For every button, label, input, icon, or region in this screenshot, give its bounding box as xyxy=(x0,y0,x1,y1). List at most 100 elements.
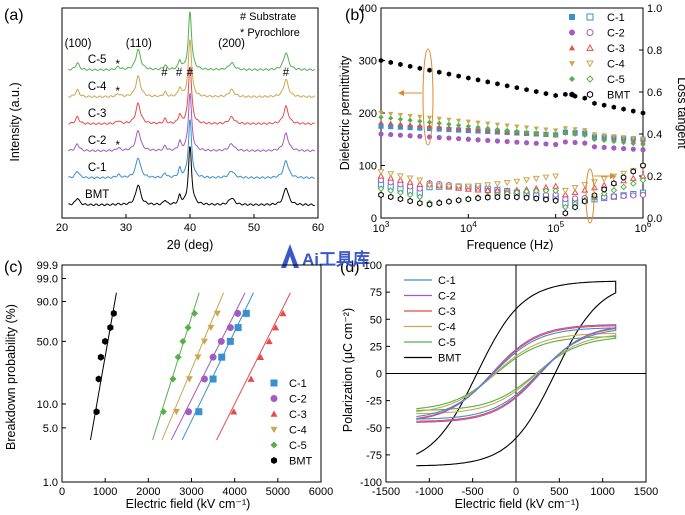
panel-c-fit-c-4 xyxy=(161,292,225,441)
panel-c-point-c-1 xyxy=(195,408,203,416)
panel-b-eps-bmt xyxy=(446,71,452,77)
panel-b-tan-marker-bg xyxy=(455,197,462,204)
panel-c-point-c-1 xyxy=(218,353,226,361)
panel-b-eps-c-5 xyxy=(494,126,501,132)
panel-b-tan-marker-bg xyxy=(571,195,579,202)
panel-c-point-c-4 xyxy=(185,376,193,383)
panel-b-tan-marker-bg xyxy=(426,182,433,190)
panel-a-peak-label: (200) xyxy=(218,38,245,50)
panel-c-legend-marker xyxy=(270,395,278,402)
panel-b-tan-marker-bg xyxy=(610,187,618,194)
panel-b-tan-marker-bg xyxy=(493,181,501,188)
panel-b-eps-c-4 xyxy=(465,119,471,125)
panel-b-tan-marker-bg xyxy=(571,188,579,195)
panel-b-eps-c-2 xyxy=(640,147,646,153)
panel-a-series-label: C-5 xyxy=(88,54,107,66)
panel-b-eps-c-2 xyxy=(436,134,442,141)
panel-c-fit-c-2 xyxy=(170,292,246,441)
panel-b-tan-marker-bg xyxy=(417,200,423,207)
panel-d-ytick-label: 0 xyxy=(376,369,382,381)
panel-b-tan-marker-bg xyxy=(396,173,404,180)
panel-d-loop-c-1 xyxy=(416,327,617,420)
panel-b-eps-bmt xyxy=(534,89,539,95)
panel-a-xtick-label: 30 xyxy=(120,222,132,234)
panel-c-point-c-2 xyxy=(234,309,242,317)
panel-b-legend-label: C-4 xyxy=(607,59,625,71)
panel-b-tan-marker-bg xyxy=(601,186,607,193)
panel-b-tan-marker-bg xyxy=(436,199,442,207)
panel-b-eps-c-5 xyxy=(378,114,384,120)
panel-c-xtick-label: 0 xyxy=(59,486,65,498)
panel-d-legend-label: BMT xyxy=(438,353,462,365)
panel-c-fit-bmt xyxy=(89,292,117,441)
panel-a-series-label: BMT xyxy=(85,189,109,201)
panel-d-legend-label: C-1 xyxy=(438,275,456,287)
panel-d-xtick-label: 500 xyxy=(550,486,568,498)
panel-b-tan-marker-bg xyxy=(416,177,424,184)
panel-b-eps-c-2 xyxy=(388,131,394,138)
panel-b-eps-c-4 xyxy=(572,127,578,132)
panel-b-tan-marker-bg xyxy=(552,197,559,204)
panel-b-tan-marker-bg xyxy=(455,183,463,191)
panel-b-tan-marker-bg xyxy=(572,204,578,211)
panel-b-eps-c-4 xyxy=(630,136,636,141)
panel-b-tan-marker-bg xyxy=(514,194,520,201)
panel-b-legend-marker-filled xyxy=(569,29,575,36)
panel-a-peak-label: (110) xyxy=(126,38,152,50)
panel-b-eps-bmt xyxy=(378,57,384,64)
panel-b-eps-c-5 xyxy=(436,120,442,126)
panel-b-eps-c-5 xyxy=(446,121,452,127)
panel-b-eps-c-5 xyxy=(426,119,433,125)
panel-c-ytick-label: 99.9 xyxy=(37,260,58,272)
panel-b-tan-marker-bg xyxy=(377,185,385,192)
panel-b-tan-marker-bg xyxy=(571,184,579,192)
panel-b-eps-bmt xyxy=(621,106,626,112)
panel-c-point-c-5 xyxy=(174,353,182,361)
panel-c-frame xyxy=(61,264,322,483)
panel-b-tan-marker-bg xyxy=(484,182,492,189)
panel-c-ytick-label: 1.0 xyxy=(43,477,58,489)
panel-b-eps-c-3 xyxy=(378,119,384,125)
panel-d-ytick-label: -75 xyxy=(366,450,382,462)
dynamic-chart-layer: 20 30 40 50 60 C-5 C-4 C-3 C-2 C-1 BMT (100) (110) # #… xyxy=(37,3,663,498)
panel-b-tan-marker-bg xyxy=(591,179,598,186)
panel-c-legend-marker xyxy=(270,441,278,449)
panel-a-xtick-label: 50 xyxy=(248,222,260,234)
panel-d-ytick-label: -25 xyxy=(366,396,382,408)
panel-b-ellipse-loss xyxy=(585,168,595,224)
panel-b-eps-c-2 xyxy=(620,145,627,152)
panel-c-point-bmt xyxy=(102,337,109,345)
panel-a-xtick-label: 20 xyxy=(56,222,68,234)
panel-b-eps-bmt xyxy=(543,91,549,97)
panel-d-xtick-label: 1500 xyxy=(634,486,658,498)
panel-b-tan-marker-bg xyxy=(620,183,627,191)
panel-b-eps-c-4 xyxy=(378,110,384,116)
panel-b-ytick-label: 300 xyxy=(359,56,377,68)
panel-b-eps-bmt xyxy=(563,91,568,97)
panel-a-peak-label: # xyxy=(176,67,183,79)
panel-b-legend-marker-open-shape xyxy=(586,90,594,99)
panel-b-eps-c-2 xyxy=(562,139,568,145)
panel-b-eps-c-4 xyxy=(601,133,607,138)
panel-b-ytick-label: 200 xyxy=(359,108,377,120)
panel-b-eps-c-5 xyxy=(504,127,510,133)
panel-b-eps-c-2 xyxy=(494,138,501,144)
panel-b-eps-c-5 xyxy=(553,132,559,138)
panel-b-xtick-label: 104 xyxy=(460,220,477,235)
panel-b-tan-marker-bg xyxy=(552,187,559,195)
panel-b-eps-c-1 xyxy=(388,124,394,130)
panel-b-tan-marker-bg xyxy=(484,186,492,194)
panel-c-point-bmt xyxy=(110,309,117,317)
panel-b-eps-c-5 xyxy=(620,139,627,146)
panel-b-eps-c-3 xyxy=(417,122,423,128)
panel-b-tan-marker-bg xyxy=(561,187,569,195)
panel-d-ytick-label: 100 xyxy=(364,260,382,272)
panel-c-point-c-2 xyxy=(209,353,217,361)
panel-b-tan-marker-bg xyxy=(639,176,647,184)
panel-b-eps-c-4 xyxy=(523,125,530,131)
panel-b-eps-c-5 xyxy=(640,141,646,148)
panel-b-y2tick-label: 0.2 xyxy=(647,171,662,183)
panel-d-loop-bmt xyxy=(416,280,617,467)
panel-b-eps-c-2 xyxy=(475,137,481,143)
